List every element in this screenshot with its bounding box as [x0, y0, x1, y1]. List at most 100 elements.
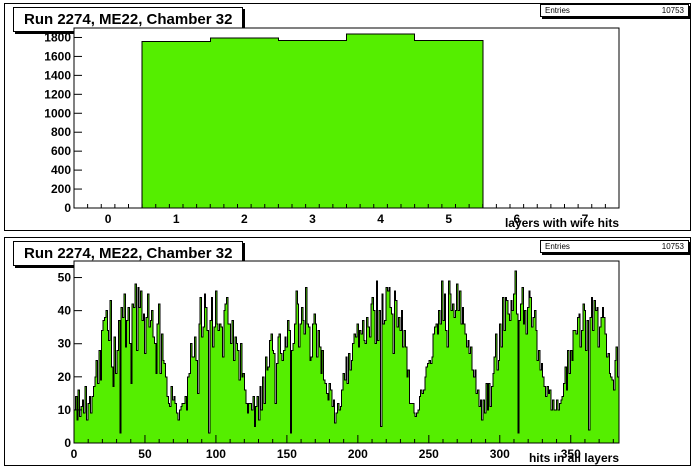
histogram-bar — [187, 376, 190, 443]
histogram-bar — [510, 300, 513, 443]
histogram-bar — [330, 390, 332, 443]
histogram-bar — [374, 343, 377, 443]
histogram-bar — [180, 406, 183, 443]
histogram-bar — [517, 433, 520, 443]
histogram-bar — [265, 356, 267, 443]
x-tick-label: 2 — [241, 212, 248, 226]
histogram-bar — [247, 413, 249, 443]
histogram-bar — [278, 40, 347, 208]
histogram-bar — [413, 413, 416, 443]
histogram-outline — [74, 33, 619, 209]
histogram-bar — [559, 403, 561, 443]
y-tick-label: 400 — [51, 163, 71, 177]
histogram-bar — [189, 373, 191, 443]
histogram-bar — [484, 413, 486, 443]
histogram-bar — [142, 41, 211, 209]
histogram-bar — [496, 370, 499, 443]
histogram-bar — [318, 330, 320, 443]
histogram-bar — [537, 360, 539, 443]
histogram-outline — [73, 270, 620, 443]
y-tick-label: 30 — [58, 337, 72, 351]
histogram-bar — [153, 337, 155, 443]
histogram-bar — [613, 390, 615, 443]
histogram-bar — [617, 376, 619, 443]
histogram-bar — [155, 373, 158, 443]
histogram-bar — [433, 333, 435, 443]
histogram-bar — [602, 307, 604, 443]
histogram-bar — [445, 330, 448, 443]
histogram-bar — [279, 333, 281, 443]
histogram-bar — [116, 350, 119, 443]
histogram-bar — [535, 330, 538, 443]
histogram-bar — [135, 284, 137, 443]
histogram-bar — [232, 320, 234, 443]
histogram-bar — [395, 300, 398, 443]
histogram-bar — [363, 340, 366, 443]
histogram-bar — [495, 333, 497, 443]
histogram-bar — [137, 287, 140, 443]
histogram-bar — [424, 376, 427, 443]
histogram-bar — [218, 330, 220, 443]
histogram-bar — [80, 406, 83, 443]
histogram-bar — [201, 337, 203, 443]
histogram-bar — [566, 390, 568, 443]
histogram-bar — [528, 290, 531, 443]
histogram-bar — [250, 403, 252, 443]
histogram-bar — [239, 380, 241, 443]
histogram-bar — [306, 323, 309, 443]
histogram-bar — [202, 327, 205, 443]
histogram-bar — [210, 37, 279, 208]
x-tick-label: 250 — [419, 447, 439, 461]
histogram-bar — [351, 360, 353, 443]
histogram-bar — [456, 284, 459, 443]
histogram-bar — [526, 333, 528, 443]
histogram-bar — [392, 353, 395, 443]
histogram-bar — [423, 390, 425, 443]
histogram-bar — [287, 320, 289, 443]
histogram-bar — [591, 297, 593, 443]
histogram-bar — [212, 347, 215, 443]
histogram-bar — [268, 366, 270, 443]
histogram-bar — [390, 307, 392, 443]
histogram-bar — [571, 360, 574, 443]
histogram-bar — [508, 313, 510, 443]
histogram-bar — [408, 370, 410, 443]
x-tick-label: 0 — [105, 212, 112, 226]
histogram-bar — [562, 396, 564, 443]
histogram-bar — [398, 317, 400, 443]
histogram-bar — [121, 307, 123, 443]
histogram-bar — [451, 310, 453, 443]
histogram-bar — [114, 337, 116, 443]
histogram-bar — [481, 419, 484, 443]
histogram-bar — [551, 409, 553, 443]
histogram-bar — [161, 333, 163, 443]
histogram-bar — [219, 323, 221, 443]
histogram-bar — [478, 406, 481, 443]
histogram-bar — [133, 307, 136, 443]
histogram-bar — [147, 294, 149, 443]
histogram-bar — [430, 363, 432, 443]
histogram-bar — [459, 290, 461, 443]
histogram-bar — [419, 396, 421, 443]
histogram-bar — [222, 356, 224, 443]
histogram-bar — [223, 310, 226, 443]
histogram-bar — [290, 433, 292, 443]
histogram-bar — [469, 353, 471, 443]
histogram-bar — [87, 403, 90, 443]
x-tick-label: 200 — [348, 447, 368, 461]
histogram-bar — [410, 403, 413, 443]
histogram-bar — [467, 340, 470, 443]
histogram-bar — [599, 327, 601, 443]
histogram-bar — [523, 323, 525, 443]
histogram-bar — [539, 370, 542, 443]
x-tick-label: 150 — [277, 447, 297, 461]
histogram-bar — [119, 433, 122, 443]
histogram-bar — [354, 333, 356, 443]
histogram-bar — [477, 390, 479, 443]
histogram-bar — [441, 280, 443, 443]
histogram-bar — [115, 373, 117, 443]
histogram-bar — [402, 347, 405, 443]
histogram-bar — [577, 317, 579, 443]
histogram-bar — [182, 403, 184, 443]
histogram-bar — [169, 406, 172, 443]
